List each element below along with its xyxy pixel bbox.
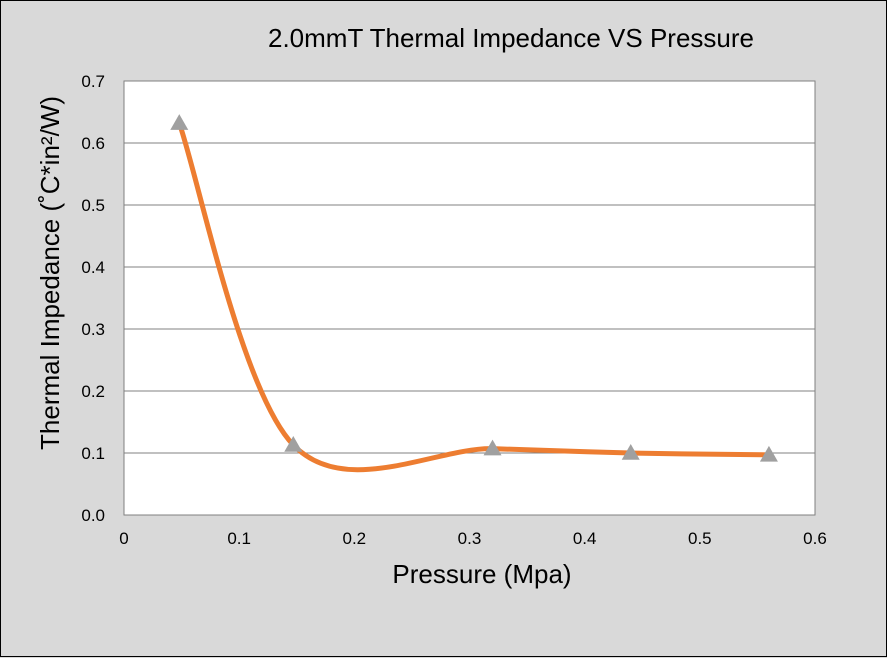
y-tick-label: 0.0 — [81, 506, 105, 525]
x-tick-label: 0.5 — [688, 529, 712, 548]
y-tick-label: 0.3 — [81, 320, 105, 339]
x-axis-ticks: 0 0.1 0.2 0.3 0.4 0.5 0.6 — [119, 529, 827, 548]
x-tick-label: 0.3 — [458, 529, 482, 548]
y-axis-ticks: 0.0 0.1 0.2 0.3 0.4 0.5 0.6 0.7 — [81, 72, 105, 525]
y-axis-label: Thermal Impedance (˚C*in²/W) — [35, 96, 65, 450]
y-tick-label: 0.5 — [81, 196, 105, 215]
y-tick-label: 0.7 — [81, 72, 105, 91]
data-point-marker — [284, 435, 303, 452]
data-point-marker — [170, 114, 189, 130]
x-tick-label: 0 — [119, 529, 128, 548]
y-tick-label: 0.2 — [81, 382, 105, 401]
x-tick-label: 0.4 — [573, 529, 597, 548]
x-tick-label: 0.6 — [803, 529, 827, 548]
y-tick-label: 0.6 — [81, 134, 105, 153]
x-tick-label: 0.1 — [227, 529, 251, 548]
plot-area — [123, 80, 816, 516]
series-curve — [176, 120, 772, 473]
data-point-marker — [621, 444, 640, 460]
x-axis-label: Pressure (Mpa) — [392, 559, 571, 589]
series-markers — [170, 114, 778, 462]
y-tick-label: 0.1 — [81, 444, 105, 463]
y-tick-label: 0.4 — [81, 258, 105, 277]
chart-title: 2.0mmT Thermal Impedance VS Pressure — [268, 23, 754, 53]
data-point-marker — [483, 439, 502, 456]
x-tick-label: 0.2 — [343, 529, 367, 548]
data-point-marker — [759, 445, 778, 462]
